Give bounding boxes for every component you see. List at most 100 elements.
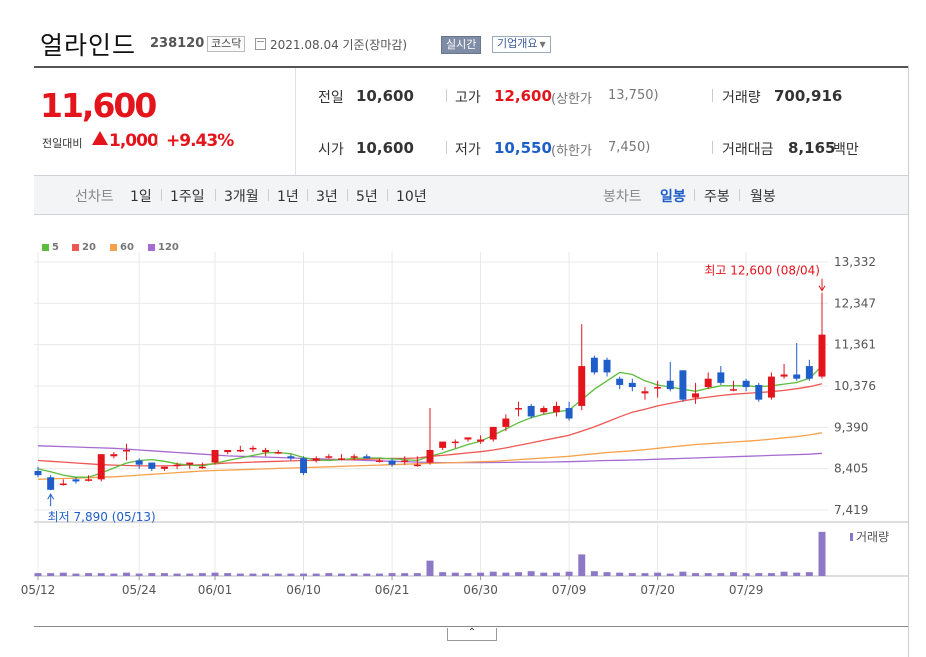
current-price: 11,600 (40, 86, 157, 125)
low-label: 저가 (455, 142, 481, 158)
candle-body (477, 439, 485, 442)
change-amount: 1,000 (109, 131, 159, 151)
collapse-button[interactable]: ⌃ (447, 628, 497, 641)
candle-body (375, 460, 383, 462)
volume-bar (654, 572, 662, 576)
candle-body (805, 366, 813, 379)
candle-body (641, 391, 649, 394)
period-1year[interactable]: 1년 (277, 189, 299, 205)
volume-bar (59, 572, 67, 576)
period-separator (347, 189, 348, 201)
volume-bar (666, 573, 674, 576)
candle-body (654, 387, 662, 389)
volume-bar (793, 572, 801, 576)
candle-body (34, 470, 42, 476)
volume-bar (85, 573, 93, 576)
candle-body (72, 479, 80, 482)
candle-body (160, 466, 168, 469)
candle-body (59, 483, 67, 486)
candle-body (439, 441, 447, 448)
prev-close-value: 10,600 (356, 87, 414, 105)
period-3year[interactable]: 3년 (316, 189, 338, 205)
legend-label-ma60: 60 (120, 242, 134, 253)
volume-bar (704, 573, 712, 576)
candle-body (325, 456, 333, 458)
stock-code: 238120 (150, 36, 205, 51)
volume-bar (489, 571, 497, 576)
volume-bar (262, 573, 270, 576)
period-3month[interactable]: 3개월 (224, 189, 259, 205)
y-tick-label: 9,390 (834, 420, 868, 434)
volume-bar (755, 573, 763, 576)
volume-bar (540, 572, 548, 576)
lower-limit-value: 7,450) (608, 140, 651, 155)
volume-bar (249, 573, 257, 576)
market-badge: 코스닥 (207, 36, 246, 52)
company-info-button[interactable]: 기업개요 ▼ (492, 36, 551, 53)
open-label: 시가 (318, 142, 344, 158)
candle-body (262, 449, 270, 453)
x-tick-label: 07/09 (552, 583, 587, 597)
period-1week[interactable]: 1주일 (170, 189, 205, 205)
volume-bar (401, 573, 409, 576)
amount-label: 거래대금 (722, 142, 774, 158)
candle-body (755, 384, 763, 400)
volume-bar (679, 571, 687, 576)
chevron-up-icon: ⌃ (467, 627, 477, 638)
candle-body (489, 426, 497, 440)
y-tick-label: 12,347 (834, 296, 876, 310)
volume-bar (388, 573, 396, 576)
volume-bar (350, 573, 358, 576)
volume-bar (780, 571, 788, 576)
volume-bar (198, 573, 206, 576)
volume-bar (300, 573, 308, 576)
volume-bar (767, 573, 775, 576)
volume-bar (224, 573, 232, 576)
candle-weekly[interactable]: 주봉 (704, 189, 730, 205)
volume-bar (578, 554, 586, 576)
period-separator (694, 189, 695, 201)
chart-grid (34, 252, 908, 577)
volume-bar (464, 573, 472, 576)
candle-body (363, 456, 371, 459)
volume-bar (502, 572, 510, 576)
period-1day[interactable]: 1일 (130, 189, 152, 205)
candle-monthly[interactable]: 월봉 (750, 189, 776, 205)
volume-bar (818, 531, 826, 576)
max-price-annotation: 최고 12,600 (08/04) (704, 264, 820, 278)
period-bar (34, 175, 908, 215)
volume-bar (527, 571, 535, 576)
x-tick-label: 07/20 (640, 583, 675, 597)
x-tick-label: 06/21 (375, 583, 410, 597)
volume-bar (236, 573, 244, 576)
volume-value: 700,916 (774, 87, 843, 105)
candle-body (287, 456, 295, 459)
prev-close-label: 전일 (318, 90, 344, 106)
candle-body (350, 456, 358, 458)
volume-bar (160, 573, 168, 576)
period-10year[interactable]: 10년 (396, 189, 427, 205)
x-tick-label: 07/29 (729, 583, 764, 597)
upper-limit-label: (상한가 (551, 92, 592, 107)
realtime-button[interactable]: 실시간 (441, 36, 482, 54)
legend-label-ma20: 20 (82, 242, 96, 253)
candle-body (224, 449, 232, 453)
candle-daily[interactable]: 일봉 (660, 189, 686, 205)
volume-bar (451, 572, 459, 576)
chart-bottom-line (34, 626, 908, 627)
volume-bar (805, 572, 813, 576)
volume-bar (97, 573, 105, 576)
candle-body (692, 393, 700, 398)
volume-bar (72, 573, 80, 576)
volume-bar (312, 573, 320, 576)
candle-body (527, 405, 535, 417)
period-5year[interactable]: 5년 (356, 189, 378, 205)
upper-limit-value: 13,750) (608, 88, 659, 103)
candle-body (515, 408, 522, 410)
summary-separator (446, 141, 447, 154)
amount-unit: 백만 (833, 142, 859, 158)
y-tick-label: 7,419 (834, 503, 868, 517)
summary-top-border (34, 66, 909, 68)
volume-legend-swatch (850, 533, 853, 541)
